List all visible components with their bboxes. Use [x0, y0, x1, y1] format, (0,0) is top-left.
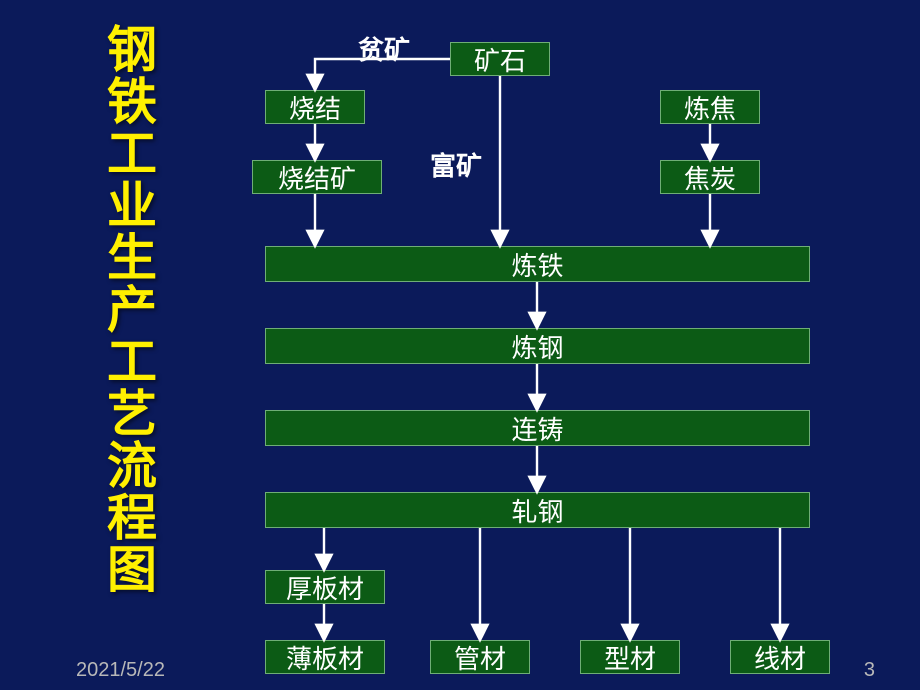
node-steel: 炼钢 [265, 328, 810, 364]
node-roll: 轧钢 [265, 492, 810, 528]
node-sinter: 烧结 [265, 90, 365, 124]
node-cast: 连铸 [265, 410, 810, 446]
node-ore: 矿石 [450, 42, 550, 76]
node-coke: 焦炭 [660, 160, 760, 194]
node-pipe: 管材 [430, 640, 530, 674]
footer-date: 2021/5/22 [76, 659, 165, 682]
node-thin-plate: 薄板材 [265, 640, 385, 674]
node-thick-plate: 厚板材 [265, 570, 385, 604]
node-coke-making: 炼焦 [660, 90, 760, 124]
node-section: 型材 [580, 640, 680, 674]
label-rich-ore: 富矿 [430, 146, 482, 183]
node-iron: 炼铁 [265, 246, 810, 282]
node-sinter-ore: 烧结矿 [252, 160, 382, 194]
page-title: 钢铁工业生产工艺流程图 [105, 24, 159, 596]
label-poor-ore: 贫矿 [358, 30, 410, 67]
footer-page: 3 [864, 659, 875, 682]
node-wire: 线材 [730, 640, 830, 674]
